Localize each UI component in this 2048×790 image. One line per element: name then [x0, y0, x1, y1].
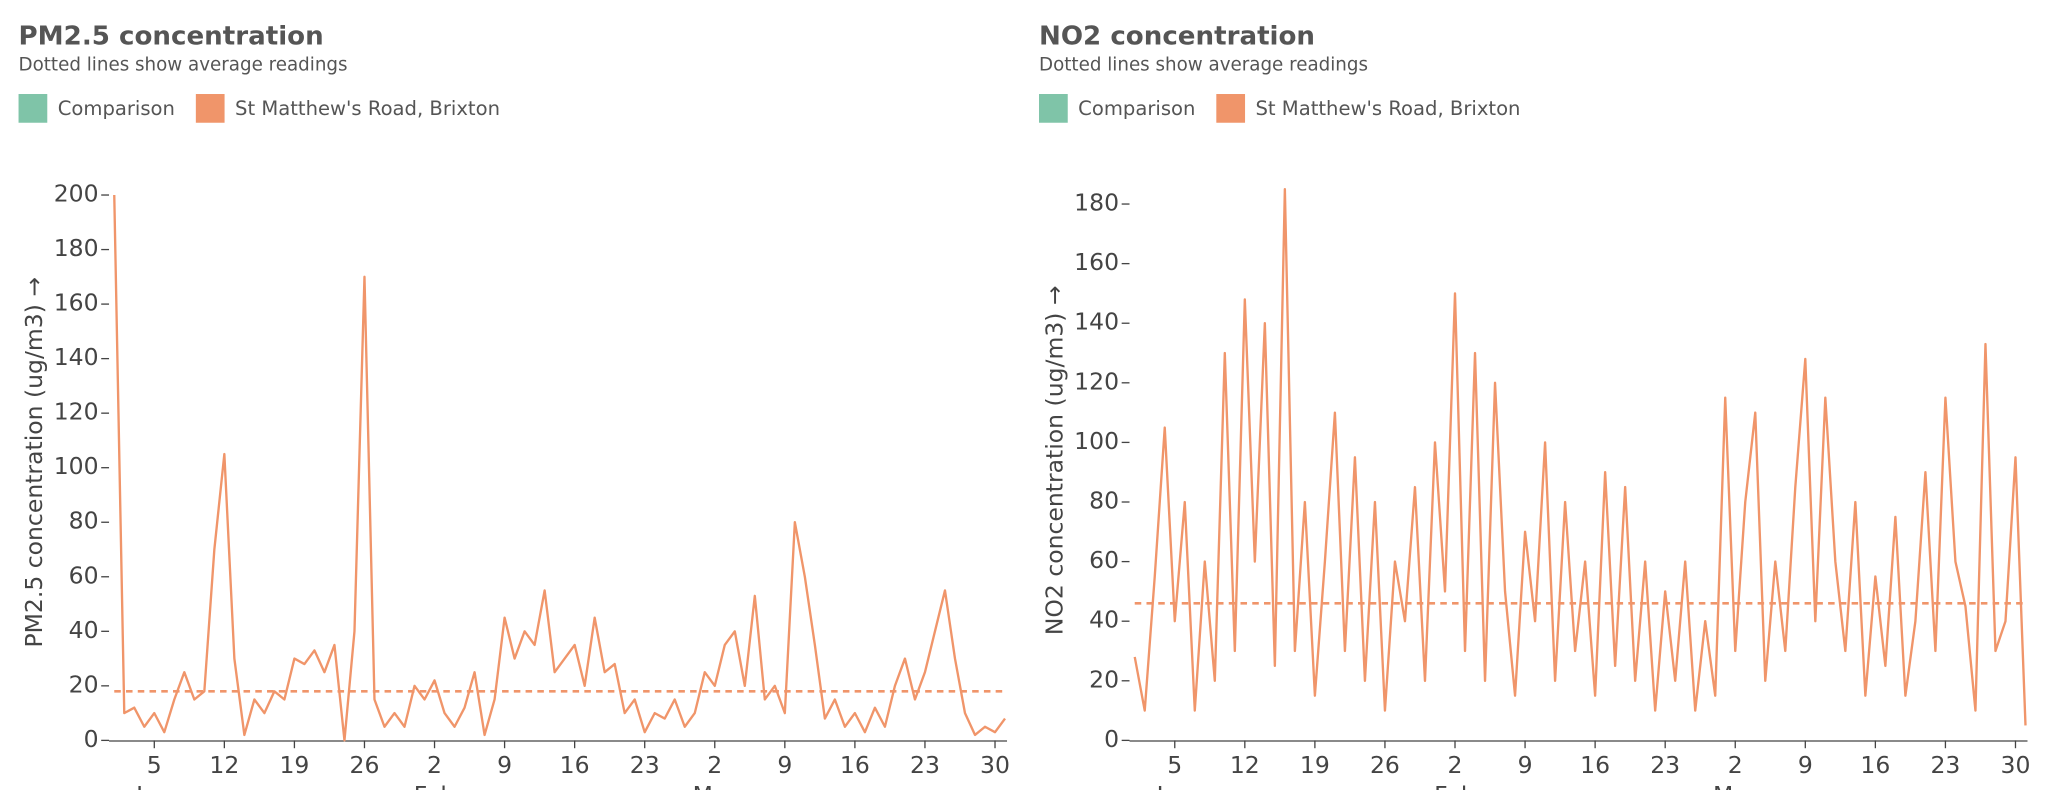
x-tick-label: 23 [630, 751, 660, 779]
x-tick-label: 2 [1728, 751, 1743, 779]
x-tick-label: 23 [910, 751, 940, 779]
y-tick-label: 60 [69, 561, 99, 589]
x-tick-label: 16 [1580, 751, 1610, 779]
y-axis-label: NO2 concentration (ug/m3) → [1041, 285, 1069, 635]
month-label: Mar [1713, 781, 1758, 790]
legend-swatch [195, 94, 225, 123]
y-tick-label: 180 [54, 234, 99, 262]
x-tick-label: 26 [350, 751, 380, 779]
x-tick-label: 9 [1518, 751, 1533, 779]
month-label: Jan [1155, 781, 1193, 790]
x-tick-label: 23 [1930, 751, 1960, 779]
y-tick-label: 80 [1089, 487, 1119, 515]
x-tick-label: 16 [560, 751, 590, 779]
x-tick-label: 2 [707, 751, 722, 779]
x-tick-label: 12 [1230, 751, 1260, 779]
y-tick-label: 120 [54, 398, 99, 426]
x-tick-label: 16 [1860, 751, 1890, 779]
y-tick-label: 120 [1074, 367, 1119, 395]
y-tick-label: 20 [1089, 665, 1119, 693]
y-tick-label: 40 [1089, 606, 1119, 634]
y-tick-label: 80 [69, 507, 99, 535]
month-label: Feb [414, 781, 456, 790]
x-tick-label: 12 [209, 751, 239, 779]
y-tick-label: 0 [1104, 725, 1119, 753]
y-tick-label: 140 [1074, 308, 1119, 336]
legend-swatch [1216, 94, 1246, 123]
y-tick-label: 100 [1074, 427, 1119, 455]
x-tick-label: 5 [1167, 751, 1182, 779]
legend-label: Comparison [58, 97, 175, 120]
y-tick-label: 140 [54, 343, 99, 371]
y-tick-label: 200 [54, 180, 99, 208]
y-tick-label: 60 [1089, 546, 1119, 574]
x-tick-label: 5 [147, 751, 162, 779]
x-tick-label: 9 [1798, 751, 1813, 779]
legend-label: St Matthew's Road, Brixton [235, 97, 500, 120]
legend-label: Comparison [1078, 97, 1195, 120]
x-tick-label: 26 [1370, 751, 1400, 779]
x-tick-label: 30 [980, 751, 1010, 779]
chart-title: PM2.5 concentration [19, 21, 324, 51]
month-label: Feb [1434, 781, 1476, 790]
y-tick-label: 160 [1074, 248, 1119, 276]
legend-label: St Matthew's Road, Brixton [1255, 97, 1520, 120]
x-tick-label: 19 [279, 751, 309, 779]
month-label: Jan [134, 781, 172, 790]
x-tick-label: 9 [497, 751, 512, 779]
line-series [113, 194, 1006, 742]
month-label: Mar [693, 781, 738, 790]
chart-subtitle: Dotted lines show average readings [19, 55, 348, 76]
x-tick-label: 30 [2001, 751, 2031, 779]
y-tick-label: 40 [69, 616, 99, 644]
x-tick-label: 2 [1448, 751, 1463, 779]
chart-title: NO2 concentration [1039, 21, 1315, 51]
x-tick-label: 23 [1650, 751, 1680, 779]
chart-subtitle: Dotted lines show average readings [1039, 55, 1368, 76]
y-tick-label: 0 [84, 725, 99, 753]
x-tick-label: 16 [840, 751, 870, 779]
y-axis-label: PM2.5 concentration (ug/m3) → [20, 277, 48, 648]
x-tick-label: 19 [1300, 751, 1330, 779]
y-tick-label: 100 [54, 452, 99, 480]
y-tick-label: 180 [1074, 189, 1119, 217]
legend-swatch [18, 94, 48, 123]
legend-swatch [1039, 94, 1068, 123]
x-tick-label: 9 [777, 751, 792, 779]
y-tick-label: 160 [54, 289, 99, 317]
x-tick-label: 2 [427, 751, 442, 779]
line-series [1133, 187, 2027, 726]
y-tick-label: 20 [69, 670, 99, 698]
